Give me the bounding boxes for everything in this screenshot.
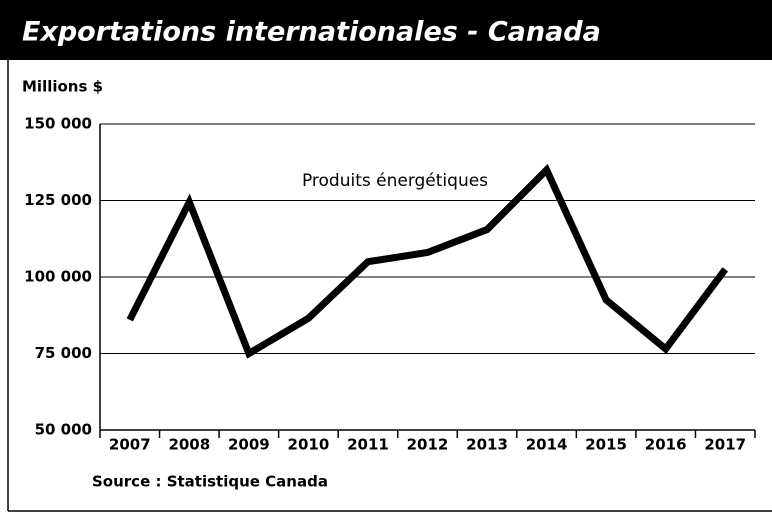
x-tick-label: 2017 [704,436,746,454]
x-tick-label: 2008 [168,436,210,454]
x-tick-label: 2013 [466,436,508,454]
data-line [126,163,729,359]
y-tick-label: 125 000 [24,191,92,209]
x-tick-label: 2010 [288,436,330,454]
chart-title: Exportations internationales - Canada [22,17,601,48]
x-tick-label: 2011 [347,436,389,454]
y-tick-label: 150 000 [24,115,92,133]
y-tick-label: 100 000 [24,268,92,286]
y-axis-label: Millions $ [22,78,103,96]
y-tick-label: 50 000 [35,421,92,439]
y-tick-label: 75 000 [35,344,92,362]
source-note: Source : Statistique Canada [92,473,328,491]
x-tick-label: 2009 [228,436,270,454]
title-bar [0,0,772,60]
x-tick-label: 2014 [526,436,568,454]
series-label: Produits énergétiques [302,171,488,191]
x-tick-label: 2012 [407,436,449,454]
x-tick-label: 2016 [645,436,687,454]
x-tick-label: 2015 [585,436,627,454]
x-tick-label: 2007 [109,436,151,454]
